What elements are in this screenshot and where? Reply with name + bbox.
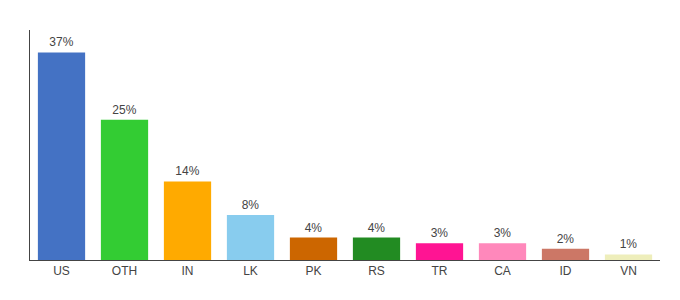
svg-text:OTH: OTH [112,264,137,278]
svg-text:ID: ID [560,264,572,278]
svg-text:TR: TR [432,264,448,278]
svg-text:37%: 37% [49,35,73,49]
svg-text:LK: LK [243,264,258,278]
svg-text:CA: CA [494,264,511,278]
svg-text:3%: 3% [431,226,449,240]
svg-text:RS: RS [368,264,385,278]
svg-text:VN: VN [620,264,637,278]
svg-text:4%: 4% [305,221,323,235]
svg-text:2%: 2% [557,232,575,246]
svg-text:14%: 14% [175,164,199,178]
svg-text:8%: 8% [242,198,260,212]
svg-text:4%: 4% [368,221,386,235]
svg-text:US: US [53,264,70,278]
svg-text:1%: 1% [620,237,638,251]
svg-text:PK: PK [305,264,321,278]
svg-text:3%: 3% [494,226,512,240]
svg-text:IN: IN [182,264,194,278]
svg-text:25%: 25% [112,103,136,117]
